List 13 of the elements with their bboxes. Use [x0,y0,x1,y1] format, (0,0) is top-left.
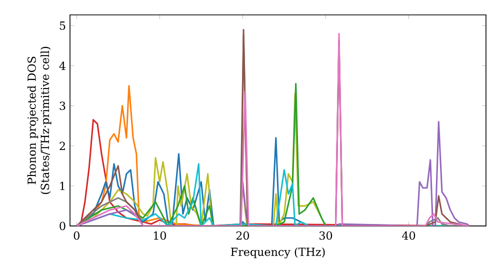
x-tick-label: 30 [320,231,332,240]
x-tick-label: 20 [236,231,250,240]
y-tick-label: 1 [60,182,64,190]
y-tick-label: 4 [59,62,66,70]
y-tick-label: 2 [60,142,65,150]
y-tick-label: 0 [60,222,66,230]
y-tick-label: 3 [60,102,66,110]
x-tick-label: 10 [154,231,166,240]
x-tick-label: 40 [402,231,416,240]
y-axis-title: Phonon projected DOS (States/THz·primitive cell) [27,46,52,194]
y-tick-label: 5 [60,22,66,30]
x-tick-label: 0 [74,231,80,240]
x-axis-title: Frequency (THz) [230,247,325,258]
